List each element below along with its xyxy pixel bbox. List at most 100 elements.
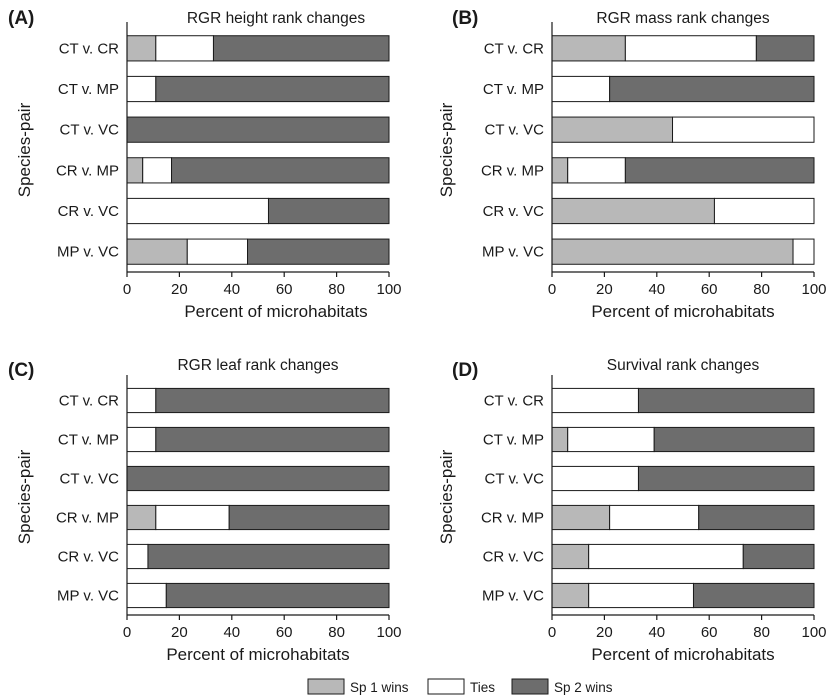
x-tick-label: 40 [648, 624, 665, 641]
x-tick-label: 60 [701, 281, 718, 298]
category-label: CT v. MP [483, 81, 544, 98]
category-label: CT v. MP [483, 432, 544, 449]
legend-swatch-ties [427, 678, 465, 695]
bar-segment-sp2-wins [692, 582, 815, 609]
category-label: CR v. VC [483, 549, 545, 566]
panel-4: (D) Survival rank changes Species-pair CT v… [437, 357, 827, 664]
bar-segment-ties [126, 543, 149, 570]
panel-3: (C) RGR leaf rank changes Species-pair CT v… [8, 357, 402, 664]
bar-segment-sp2-wins [267, 197, 390, 225]
bar-segment-sp1-wins [551, 543, 590, 570]
category-label: CT v. MP [58, 432, 119, 449]
category-label: CR v. MP [56, 162, 119, 179]
y-axis-title: Species-pair [15, 449, 34, 544]
bar-segment-sp1-wins [551, 197, 715, 225]
category-label: CT v. CR [484, 40, 544, 57]
bar-segment-ties [126, 582, 167, 609]
bar-segment-ties [551, 75, 611, 103]
category-label: MP v. VC [57, 244, 119, 261]
category-label: CR v. VC [483, 203, 545, 220]
bar-segment-sp1-wins [551, 238, 794, 265]
panels: (A) RGR height rank changes Species-pair CT… [8, 8, 827, 664]
bar-segment-sp2-wins [653, 426, 815, 453]
bar-segment-sp2-wins [755, 35, 815, 62]
bar-segment-sp2-wins [637, 465, 815, 492]
category-label: CR v. MP [481, 510, 544, 527]
panel-letter: (C) [8, 360, 34, 381]
x-tick-label: 80 [328, 281, 345, 298]
bar-segment-sp2-wins [155, 387, 390, 414]
bar-segment-sp2-wins [624, 157, 815, 184]
category-label: CT v. MP [58, 81, 119, 98]
bar-segment-sp2-wins [155, 75, 390, 103]
bar-segment-ties [142, 157, 173, 184]
x-tick-label: 100 [801, 624, 826, 641]
bar-segment-sp2-wins [698, 504, 815, 531]
bar-segment-sp2-wins [165, 582, 390, 609]
bar-segment-ties [588, 582, 694, 609]
bar-segment-sp2-wins [171, 157, 390, 184]
category-label: MP v. VC [57, 588, 119, 605]
bar-segment-ties [155, 35, 214, 62]
panel-title: Survival rank changes [607, 357, 760, 374]
bar-segment-ties [792, 238, 815, 265]
bar-segment-sp2-wins [247, 238, 390, 265]
bar-segment-sp2-wins [212, 35, 390, 62]
bar-segment-sp2-wins [126, 465, 390, 492]
x-tick-label: 100 [801, 281, 826, 298]
x-tick-label: 80 [753, 624, 770, 641]
category-label: CT v. VC [60, 122, 120, 139]
category-label: CT v. CR [59, 393, 119, 410]
x-tick-label: 60 [276, 624, 293, 641]
bar-segment-ties [126, 387, 157, 414]
bar-segment-ties [609, 504, 700, 531]
x-tick-label: 100 [376, 624, 401, 641]
category-label: CR v. VC [58, 549, 120, 566]
legend-swatch-sp1-wins [307, 678, 345, 695]
category-label: CT v. VC [485, 471, 545, 488]
bar-segment-sp1-wins [126, 238, 188, 265]
category-label: CR v. MP [56, 510, 119, 527]
x-tick-label: 0 [548, 624, 556, 641]
bar-segment-ties [624, 35, 757, 62]
bar-segment-ties [551, 465, 639, 492]
bar-segment-sp1-wins [551, 157, 569, 184]
bar-segment-sp1-wins [126, 35, 157, 62]
bar-segment-ties [186, 238, 249, 265]
x-axis-title: Percent of microhabitats [591, 302, 774, 321]
bar-segment-sp2-wins [228, 504, 390, 531]
x-tick-label: 0 [548, 281, 556, 298]
bar-segment-ties [672, 116, 815, 143]
x-tick-label: 80 [753, 281, 770, 298]
y-axis-title: Species-pair [15, 102, 34, 197]
y-axis-title: Species-pair [437, 102, 456, 197]
bar-segment-ties [567, 157, 626, 184]
bar-segment-ties [126, 75, 157, 103]
x-tick-label: 60 [701, 624, 718, 641]
bar-segment-ties [551, 387, 639, 414]
x-tick-label: 20 [171, 624, 188, 641]
x-tick-label: 0 [123, 624, 131, 641]
bar-segment-ties [126, 197, 269, 225]
x-axis-title: Percent of microhabitats [166, 645, 349, 664]
bar-segment-sp1-wins [551, 582, 590, 609]
category-label: MP v. VC [482, 588, 544, 605]
bar-segment-sp1-wins [126, 504, 157, 531]
panel-2: (B) RGR mass rank changes Species-pair CT v… [437, 8, 827, 321]
y-axis-title: Species-pair [437, 449, 456, 544]
legend-swatch-sp2-wins [511, 678, 549, 695]
bar-segment-sp1-wins [551, 426, 569, 453]
bar-segment-sp1-wins [126, 157, 144, 184]
bar-segment-ties [713, 197, 815, 225]
bar-segment-sp1-wins [551, 504, 611, 531]
x-tick-label: 20 [596, 281, 613, 298]
x-tick-label: 0 [123, 281, 131, 298]
category-label: CR v. MP [481, 162, 544, 179]
legend-label-ties: Ties [470, 680, 495, 695]
category-label: CT v. VC [60, 471, 120, 488]
x-tick-label: 40 [223, 281, 240, 298]
bar-segment-ties [155, 504, 230, 531]
bar-segment-ties [126, 426, 157, 453]
panel-letter: (D) [452, 360, 478, 381]
